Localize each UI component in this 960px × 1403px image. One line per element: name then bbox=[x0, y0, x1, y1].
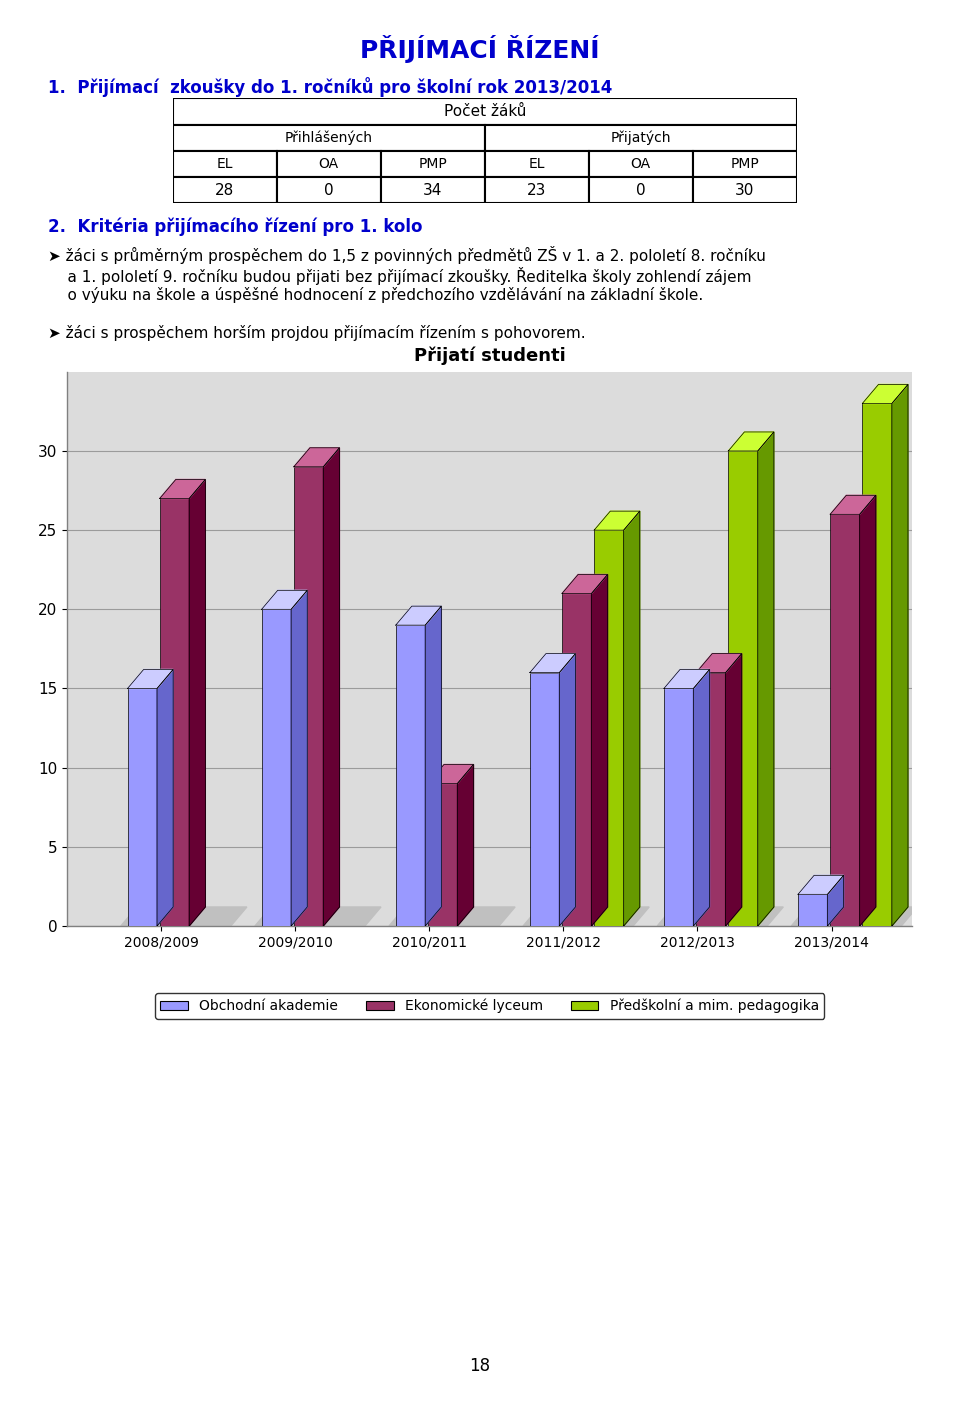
Bar bbox=[173, 150, 276, 177]
Bar bbox=[693, 177, 797, 203]
Polygon shape bbox=[262, 591, 307, 609]
Text: OA: OA bbox=[319, 157, 339, 171]
Bar bbox=[729, 450, 757, 926]
Polygon shape bbox=[862, 384, 908, 404]
Polygon shape bbox=[291, 591, 307, 926]
Text: PŘIJÍMACÍ ŘÍZENÍ: PŘIJÍMACÍ ŘÍZENÍ bbox=[360, 35, 600, 63]
Polygon shape bbox=[591, 574, 608, 926]
Bar bbox=[396, 626, 425, 926]
Text: EL: EL bbox=[217, 157, 233, 171]
Bar bbox=[294, 467, 324, 926]
Bar bbox=[862, 404, 892, 926]
Bar bbox=[381, 177, 485, 203]
Text: PMP: PMP bbox=[419, 157, 447, 171]
Bar bbox=[262, 609, 291, 926]
Bar bbox=[664, 689, 693, 926]
Polygon shape bbox=[189, 480, 205, 926]
Polygon shape bbox=[396, 606, 442, 626]
Bar bbox=[173, 98, 797, 125]
Polygon shape bbox=[562, 574, 608, 593]
Polygon shape bbox=[159, 480, 205, 498]
Bar bbox=[485, 150, 588, 177]
Polygon shape bbox=[523, 906, 649, 926]
Bar bbox=[485, 177, 588, 203]
Bar bbox=[428, 783, 457, 926]
Polygon shape bbox=[860, 495, 876, 926]
Text: Přihlášených: Přihlášených bbox=[285, 130, 372, 145]
Text: 28: 28 bbox=[215, 182, 234, 198]
Polygon shape bbox=[830, 495, 876, 515]
Text: PMP: PMP bbox=[731, 157, 759, 171]
Text: Počet žáků: Počet žáků bbox=[444, 104, 526, 119]
Polygon shape bbox=[560, 654, 575, 926]
Title: Přijatí studenti: Přijatí studenti bbox=[414, 347, 565, 365]
Polygon shape bbox=[892, 384, 908, 926]
Bar bbox=[485, 125, 797, 150]
Bar bbox=[381, 150, 485, 177]
Polygon shape bbox=[157, 669, 173, 926]
Bar bbox=[173, 177, 276, 203]
Text: ➤ žáci s průměrným prospěchem do 1,5 z povinných předmětů ZŠ v 1. a 2. pololetí : ➤ žáci s průměrným prospěchem do 1,5 z p… bbox=[48, 246, 766, 303]
Bar bbox=[696, 672, 726, 926]
Text: EL: EL bbox=[529, 157, 545, 171]
Polygon shape bbox=[693, 669, 709, 926]
Text: 23: 23 bbox=[527, 182, 546, 198]
Polygon shape bbox=[696, 654, 742, 672]
Text: 34: 34 bbox=[423, 182, 443, 198]
Polygon shape bbox=[757, 432, 774, 926]
Bar bbox=[594, 530, 624, 926]
Polygon shape bbox=[726, 654, 742, 926]
Polygon shape bbox=[828, 875, 844, 926]
Polygon shape bbox=[594, 511, 639, 530]
Polygon shape bbox=[729, 432, 774, 450]
Bar bbox=[276, 177, 381, 203]
Bar bbox=[588, 177, 693, 203]
Text: 30: 30 bbox=[735, 182, 755, 198]
Polygon shape bbox=[798, 875, 844, 894]
Bar bbox=[128, 689, 157, 926]
Legend: Obchodní akademie, Ekonomické lyceum, Předškolní a mim. pedagogika: Obchodní akademie, Ekonomické lyceum, Př… bbox=[155, 993, 825, 1019]
Polygon shape bbox=[389, 906, 516, 926]
Bar bbox=[173, 125, 485, 150]
Bar bbox=[562, 593, 591, 926]
Bar bbox=[693, 150, 797, 177]
Bar bbox=[588, 150, 693, 177]
Bar bbox=[830, 515, 860, 926]
Polygon shape bbox=[530, 654, 575, 672]
Polygon shape bbox=[624, 511, 639, 926]
Polygon shape bbox=[457, 765, 473, 926]
Polygon shape bbox=[791, 906, 918, 926]
Text: 18: 18 bbox=[469, 1357, 491, 1375]
Bar bbox=[276, 150, 381, 177]
Polygon shape bbox=[255, 906, 381, 926]
Bar bbox=[159, 498, 189, 926]
Text: 0: 0 bbox=[636, 182, 646, 198]
Polygon shape bbox=[128, 669, 173, 689]
Text: 2.  Kritéria přijímacího řízení pro 1. kolo: 2. Kritéria přijímacího řízení pro 1. ko… bbox=[48, 217, 422, 236]
Text: 0: 0 bbox=[324, 182, 334, 198]
Bar bbox=[530, 672, 560, 926]
Polygon shape bbox=[121, 906, 247, 926]
Polygon shape bbox=[324, 448, 340, 926]
Polygon shape bbox=[425, 606, 442, 926]
Text: OA: OA bbox=[631, 157, 651, 171]
Polygon shape bbox=[294, 448, 340, 467]
Polygon shape bbox=[658, 906, 783, 926]
Bar bbox=[798, 894, 828, 926]
Text: 1.  Přijímací  zkoušky do 1. ročníků pro školní rok 2013/2014: 1. Přijímací zkoušky do 1. ročníků pro š… bbox=[48, 77, 612, 97]
Polygon shape bbox=[428, 765, 473, 783]
Text: Přijatých: Přijatých bbox=[611, 130, 671, 145]
Polygon shape bbox=[664, 669, 709, 689]
Text: ➤ žáci s prospěchem horším projdou přijímacím řízením s pohovorem.: ➤ žáci s prospěchem horším projdou přijí… bbox=[48, 325, 586, 341]
